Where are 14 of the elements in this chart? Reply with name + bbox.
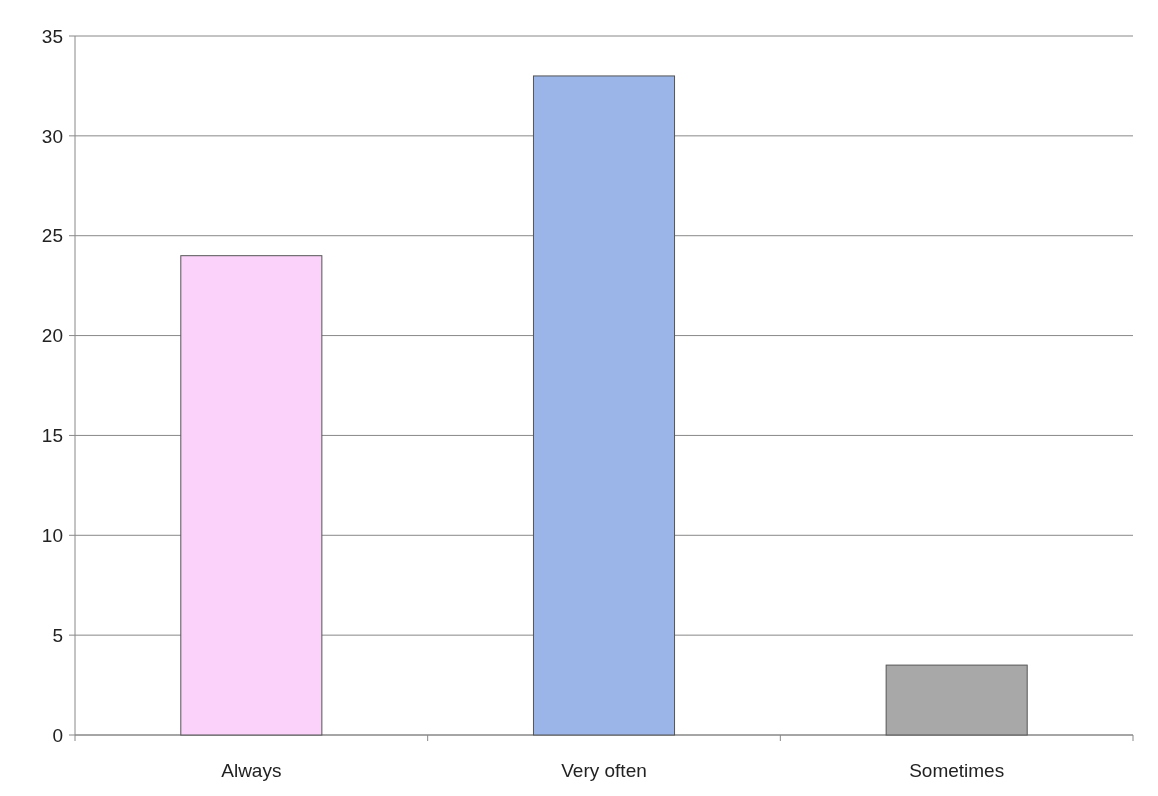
y-tick-label: 5 bbox=[52, 624, 63, 646]
y-tick-label: 25 bbox=[41, 225, 63, 247]
y-tick-label: 10 bbox=[41, 524, 63, 546]
bar bbox=[180, 255, 323, 736]
y-tick-label: 20 bbox=[41, 325, 63, 347]
x-tick-label: Very often bbox=[561, 760, 647, 781]
y-tick-label: 0 bbox=[52, 724, 63, 746]
x-tick-label: Sometimes bbox=[909, 760, 1005, 781]
y-tick-label: 15 bbox=[41, 425, 63, 447]
y-tick-label: 30 bbox=[41, 125, 63, 147]
bar bbox=[885, 664, 1028, 736]
bar bbox=[532, 75, 676, 736]
y-tick-label: 35 bbox=[41, 25, 63, 47]
x-tick-label: Always bbox=[221, 760, 282, 781]
